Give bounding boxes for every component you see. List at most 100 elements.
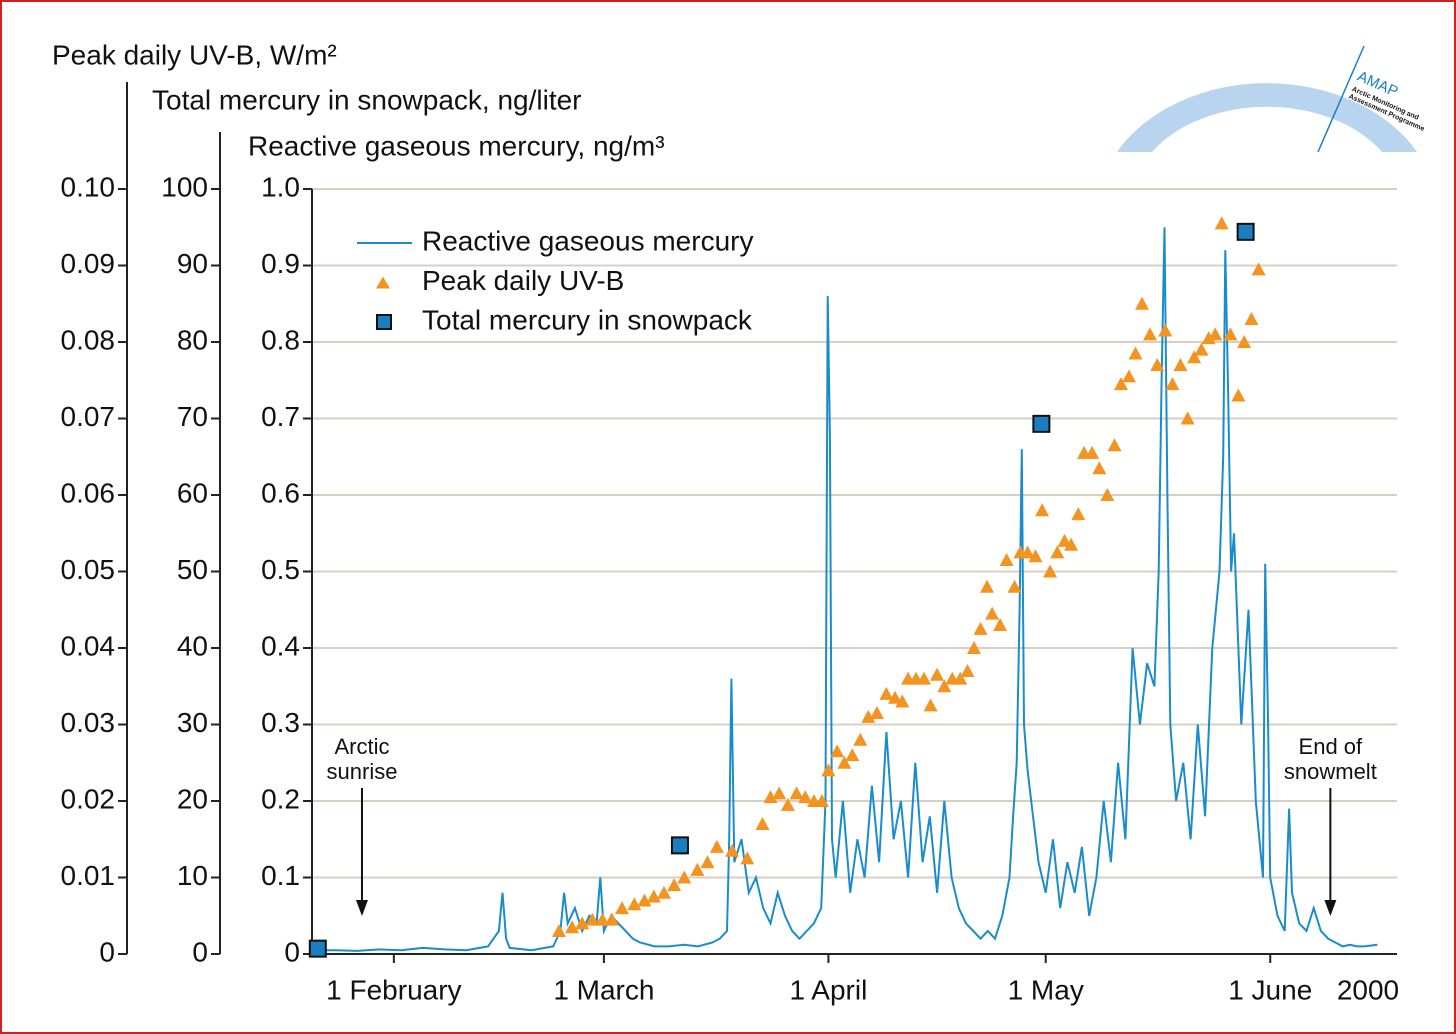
triangle-marker [1050,545,1065,559]
triangle-marker [1114,377,1129,391]
triangle-marker [657,885,672,899]
triangle-marker [993,618,1008,632]
y-tick-label: 0.2 [261,783,300,814]
triangle-marker [1043,564,1058,578]
triangle-marker [1064,537,1079,551]
triangle-marker [814,794,829,807]
triangle-marker [1020,545,1035,559]
triangle-marker [1107,438,1122,452]
annotation-arrowhead [355,900,368,916]
triangle-marker [667,878,682,892]
triangle-marker [1214,216,1229,230]
y-tick-label: 0.7 [261,401,300,432]
y-axis-title: Reactive gaseous mercury, ng/m³ [248,130,665,161]
y2-tick-label: 60 [177,477,208,508]
triangle-marker [937,679,952,693]
triangle-marker [923,698,938,712]
triangle-marker [837,755,852,769]
y-tick-label: 1.0 [261,171,300,202]
triangle-marker [1173,357,1188,371]
triangle-marker [861,709,876,723]
y3-tick-label: 0.07 [61,401,116,432]
y3-tick-label: 0.03 [61,707,116,738]
triangle-marker [967,641,982,654]
triangle-marker [763,790,778,804]
triangle-marker [980,579,995,593]
logo: AMAP Arctic Monitoring and Assessment Pr… [1117,45,1425,153]
y2-axis-title: Total mercury in snowpack, ng/liter [152,84,582,115]
y3-tick-label: 0 [99,936,115,967]
y3-tick-label: 0.05 [61,554,116,585]
y-tick-label: 0 [284,936,300,967]
y2-tick-label: 100 [161,171,208,202]
triangle-marker [725,843,740,857]
triangle-marker [1135,296,1150,310]
annotation-arrowhead [1324,900,1337,916]
triangle-marker [1251,262,1266,276]
triangle-marker [930,667,945,681]
triangle-marker [709,839,724,853]
triangle-marker [637,893,652,907]
y2-tick-label: 80 [177,324,208,355]
triangle-marker [869,706,884,720]
square-marker [308,939,327,958]
y-tick-label: 0.4 [261,630,300,661]
triangle-marker [604,912,619,926]
y2-tick-label: 50 [177,554,208,585]
y2-tick-label: 40 [177,630,208,661]
x-tick-label: 1 April [790,974,868,1005]
x-axis-year: 2000 [1337,974,1399,1005]
triangle-marker [879,686,894,700]
triangle-marker [1028,549,1043,563]
y-tick-label: 0.3 [261,707,300,738]
y2-tick-label: 90 [177,248,208,279]
triangle-marker [755,816,770,830]
triangle-marker [615,901,629,915]
legend-square [376,314,392,330]
triangle-marker [1100,488,1115,501]
y-tick-label: 0.9 [261,248,300,279]
triangle-marker [798,790,813,804]
square-marker [670,836,689,855]
legend-label: Total mercury in snowpack [422,304,753,335]
triangle-marker [1194,342,1209,356]
logo-arc [1117,83,1417,152]
triangle-marker [1007,579,1022,593]
triangle-marker [953,671,968,685]
triangle-marker [1187,350,1202,364]
y3-tick-label: 0.01 [61,860,116,891]
triangle-marker [888,690,903,704]
triangle-marker [1223,327,1238,341]
x-tick-label: 1 March [553,974,654,1005]
triangle-marker [595,912,610,926]
annotation-text: Arctic [334,734,389,759]
triangle-marker [830,744,845,758]
x-tick-label: 1 May [1008,974,1084,1005]
annotation-text: sunrise [327,759,398,784]
y3-tick-label: 0.09 [61,248,116,279]
triangle-marker [780,797,795,811]
y3-tick-label: 0.04 [61,630,116,661]
y2-tick-label: 30 [177,707,208,738]
triangle-marker [1150,357,1165,371]
y2-tick-label: 10 [177,860,208,891]
triangle-marker [985,606,1000,620]
triangle-marker [973,621,988,635]
triangle-marker [646,889,661,903]
triangle-marker [917,671,932,685]
triangle-marker [1092,461,1107,475]
triangle-marker [1158,323,1173,337]
triangle-marker [1035,503,1050,517]
square-marker [1032,414,1051,433]
x-tick-label: 1 February [326,974,461,1005]
triangle-marker [1085,445,1100,459]
triangle-marker [895,694,910,708]
triangle-marker [1237,335,1252,348]
y3-tick-label: 0.08 [61,324,116,355]
y2-tick-label: 70 [177,401,208,432]
y2-tick-label: 0 [192,936,208,967]
triangle-marker [565,920,580,934]
triangle-marker [1071,507,1086,521]
